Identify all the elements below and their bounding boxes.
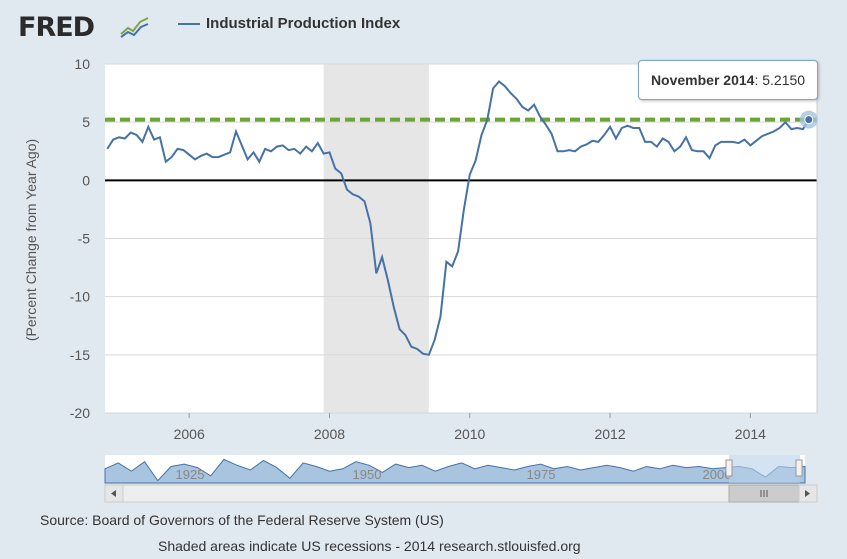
source-note: Source: Board of Governors of the Federa… — [40, 512, 444, 528]
navigator-tick-label: 1925 — [176, 467, 205, 482]
chart-legend: Industrial Production Index — [178, 15, 400, 32]
arrow-right-icon — [805, 490, 810, 497]
navigator-right-handle[interactable] — [795, 459, 803, 477]
navigator-tick-label: 2000 — [703, 467, 732, 482]
y-tick-label: 5 — [82, 114, 90, 130]
navigator-series — [104, 458, 806, 484]
y-tick-label: -15 — [70, 347, 90, 363]
y-tick-label: 0 — [82, 172, 90, 188]
legend-label: Industrial Production Index — [206, 15, 401, 32]
y-tick-label: 10 — [74, 56, 90, 72]
y-tick-label: -5 — [78, 231, 91, 247]
recession-note: Shaded areas indicate US recessions - 20… — [158, 538, 581, 554]
chart-line-icon — [120, 17, 149, 38]
x-tick-label: 2012 — [594, 426, 625, 442]
x-tick-label: 2008 — [314, 426, 345, 442]
navigator-tick-label: 1950 — [353, 467, 382, 482]
y-tick-label: -20 — [70, 405, 90, 421]
data-tooltip: November 2014: 5.2150 — [638, 60, 818, 100]
highlight-point[interactable] — [804, 115, 814, 125]
chart-area[interactable]: 10 5 0 -5 -10 -15 -20 2006 2008 2010 2012 2014 (Pe… — [0, 0, 847, 510]
arrow-left-icon — [111, 490, 116, 497]
navigator-tick-label: 1975 — [527, 467, 556, 482]
navigator-left-handle[interactable] — [725, 459, 733, 477]
scrollbar-track[interactable] — [104, 484, 818, 503]
x-tick-label: 2006 — [174, 426, 205, 442]
legend-swatch — [178, 22, 200, 25]
navigator-selected-range[interactable] — [729, 455, 800, 483]
y-tick-label: -10 — [70, 289, 90, 305]
x-tick-label: 2010 — [454, 426, 485, 442]
fred-logo: FRED — [18, 12, 95, 43]
grip-icon — [760, 490, 768, 497]
tooltip-date: November 2014 — [650, 72, 755, 88]
series-line[interactable] — [106, 80, 810, 356]
tooltip-value: 5.2150 — [762, 72, 806, 88]
y-axis-label: (Percent Change from Year Ago) — [23, 139, 39, 341]
x-tick-label: 2014 — [735, 426, 766, 442]
